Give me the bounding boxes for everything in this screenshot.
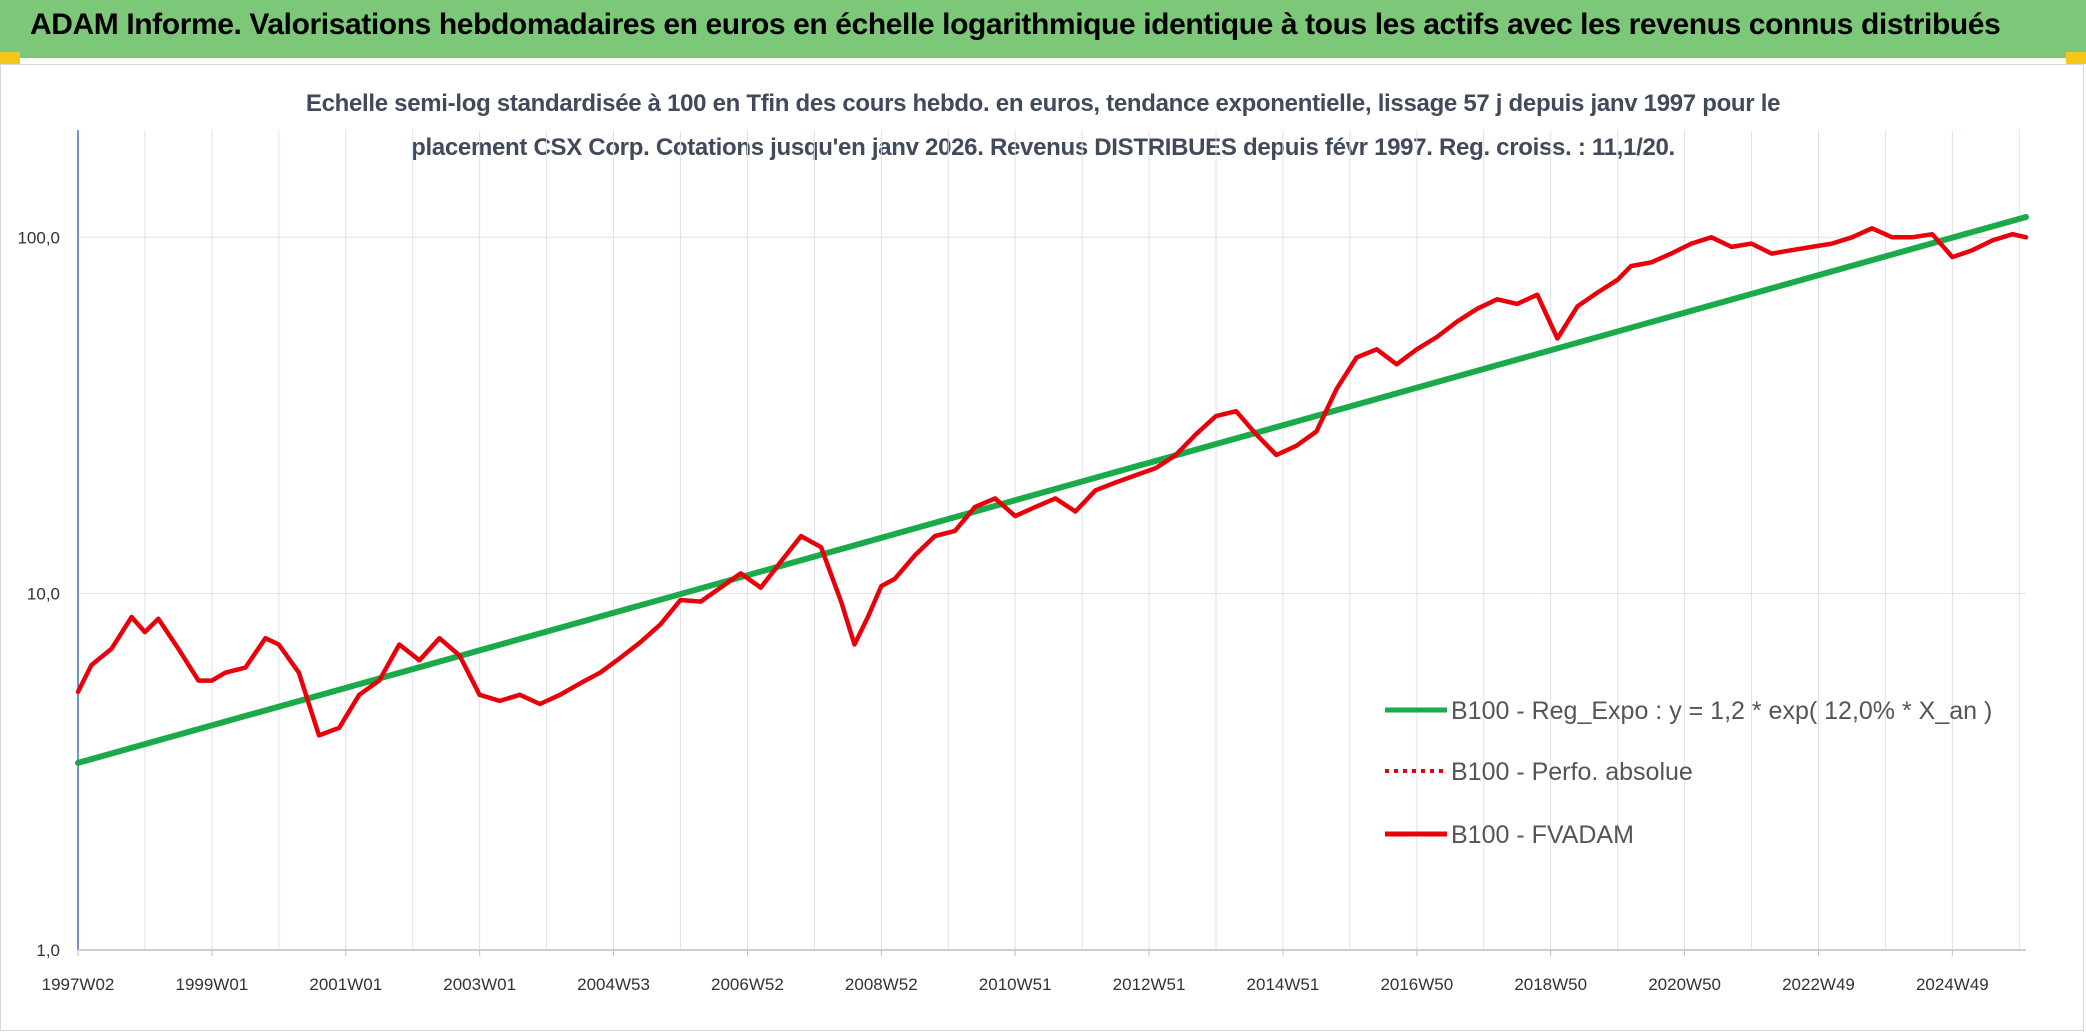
x-tick-label: 2003W01 [443, 975, 516, 994]
legend: B100 - Reg_Expo : y = 1,2 * exp( 12,0% *… [1385, 697, 1992, 849]
x-tick-label: 2006W52 [711, 975, 784, 994]
x-tick-label: 1997W02 [42, 975, 115, 994]
x-tick-label: 2010W51 [979, 975, 1052, 994]
chart-frame [0, 64, 2084, 1031]
x-tick-label: 2001W01 [309, 975, 382, 994]
series-line-0 [75, 214, 2029, 766]
chart-subtitle-line-2: placement CSX Corp. Cotations jusqu'en j… [411, 134, 1675, 161]
grid-lines [77, 130, 2026, 951]
y-tick-label: 1,0 [36, 941, 60, 960]
x-tick-label: 2004W53 [577, 975, 650, 994]
x-tick-label: 2012W51 [1113, 975, 1186, 994]
y-tick-label: 10,0 [27, 585, 60, 604]
x-tick-label: 2020W50 [1648, 975, 1721, 994]
x-tick-label: 2016W50 [1380, 975, 1453, 994]
chart-subtitle-line-1: Echelle semi-log standardisée à 100 en T… [305, 90, 1781, 117]
x-tick-label: 2022W49 [1782, 975, 1855, 994]
corner-marker-right [2066, 52, 2086, 64]
x-tick-label: 2014W51 [1247, 975, 1320, 994]
legend-label-0: B100 - Reg_Expo : y = 1,2 * exp( 12,0% *… [1451, 697, 1992, 725]
x-tick-label: 1999W01 [175, 975, 248, 994]
x-tick-label: 2008W52 [845, 975, 918, 994]
x-tick-label: 2024W49 [1916, 975, 1989, 994]
title-banner: ADAM Informe. Valorisations hebdomadaire… [0, 0, 2086, 58]
x-tick-label: 2018W50 [1514, 975, 1587, 994]
legend-label-1: B100 - Perfo. absolue [1451, 758, 1693, 786]
y-axis: 1,0 10,0 100,0 [17, 130, 79, 960]
series-group [75, 214, 2029, 766]
corner-marker-left [0, 52, 20, 64]
chart-title: ADAM Informe. Valorisations hebdomadaire… [30, 8, 2001, 41]
legend-label-2: B100 - FVADAM [1451, 821, 1634, 849]
x-axis: 1997W02 1999W01 2001W01 2003W01 2004W53 2006W… [42, 949, 2026, 994]
y-tick-label: 100,0 [17, 228, 60, 247]
series-line-2 [75, 226, 2029, 738]
